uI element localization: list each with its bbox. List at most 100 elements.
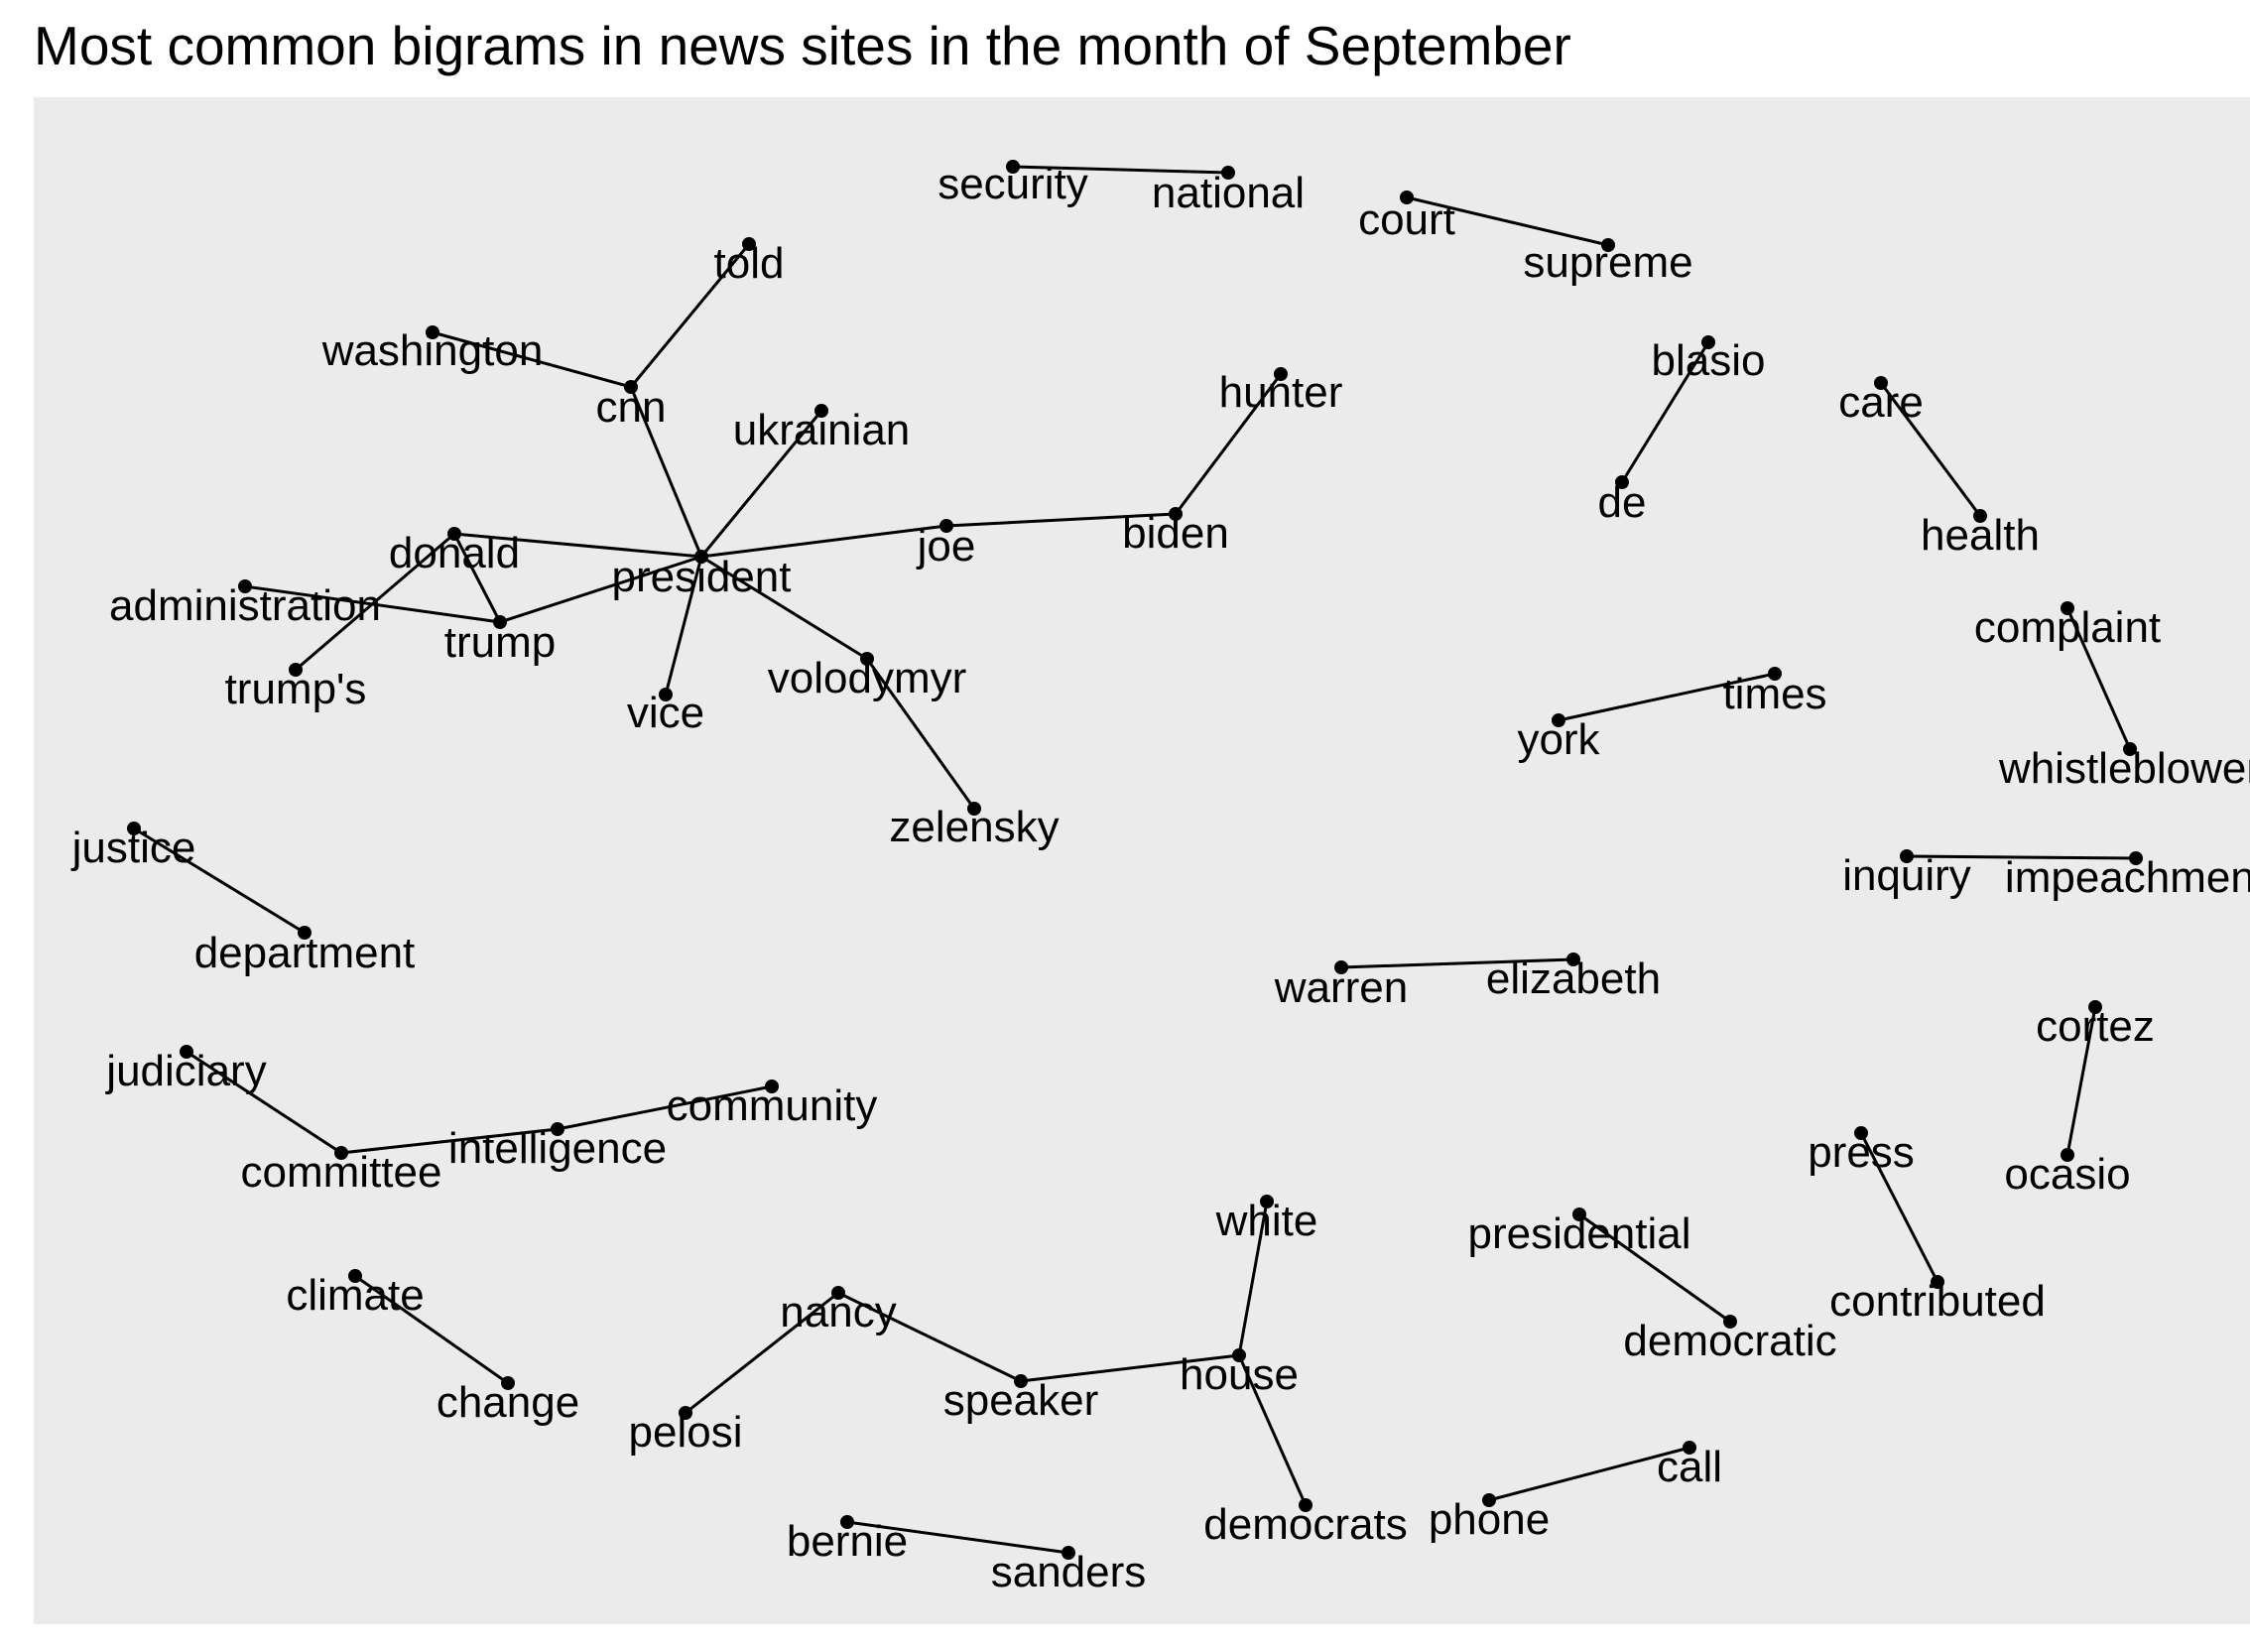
node-label-court: court [1358, 195, 1455, 244]
edge-white-house [1237, 1201, 1269, 1356]
node-label-house: house [1180, 1350, 1299, 1399]
node-label-elizabeth: elizabeth [1486, 954, 1661, 1003]
edge-donald-president [453, 532, 702, 559]
edge-nancy-pelosi [685, 1291, 839, 1415]
node-trumps [289, 663, 303, 677]
node-volodymyr [860, 652, 874, 666]
node-supreme [1601, 238, 1615, 252]
node-contributed [1931, 1275, 1944, 1289]
node-label-de: de [1598, 478, 1647, 527]
node-impeachment [2129, 851, 2143, 865]
node-label-administration: administration [109, 581, 381, 630]
node-label-phone: phone [1429, 1495, 1550, 1544]
edge-blasio-de [1620, 341, 1710, 483]
node-label-presidential: presidential [1467, 1209, 1690, 1258]
node-label-department: department [194, 929, 416, 977]
edge-president-trump [499, 555, 702, 624]
node-judiciary [180, 1045, 193, 1059]
node-joe [939, 519, 953, 533]
node-label-biden: biden [1122, 509, 1229, 558]
node-label-security: security [938, 160, 1088, 208]
node-label-vice: vice [627, 689, 704, 737]
node-washington [426, 325, 439, 339]
node-health [1973, 509, 1987, 523]
bigram-network: security national court supreme told washingt… [34, 97, 2250, 1624]
node-label-cnn: cnn [596, 383, 667, 432]
node-label-press: press [1808, 1128, 1915, 1177]
node-ukrainian [814, 404, 828, 418]
chart-title: Most common bigrams in news sites in the… [34, 15, 1571, 76]
edge-security-national [1012, 165, 1229, 175]
node-label-sanders: sanders [991, 1548, 1147, 1596]
node-democrats [1299, 1498, 1312, 1512]
node-speaker [1014, 1374, 1028, 1388]
node-label-impeachment: impeachment [2005, 853, 2250, 902]
node-label-ukrainian: ukrainian [733, 406, 911, 454]
node-label-trumps: trump's [225, 665, 367, 713]
node-label-white: white [1215, 1197, 1318, 1245]
node-sanders [1062, 1546, 1075, 1560]
node-zelensky [967, 802, 981, 816]
node-national [1221, 166, 1235, 180]
node-nancy [831, 1286, 845, 1300]
node-label-intelligence: intelligence [448, 1124, 667, 1173]
node-york [1552, 713, 1565, 727]
node-label-call: call [1657, 1443, 1722, 1491]
node-label-hunter: hunter [1219, 368, 1343, 417]
edge-president-volodymyr [700, 555, 868, 661]
node-label-told: told [714, 239, 785, 288]
edge-warren-elizabeth [1340, 957, 1574, 969]
node-label-complaint: complaint [1974, 603, 2161, 652]
node-court [1400, 191, 1414, 204]
node-bernie [840, 1515, 854, 1529]
node-intelligence [551, 1122, 564, 1136]
edge-ukrainian-president [699, 410, 823, 558]
node-label-care: care [1838, 378, 1924, 427]
nodes [127, 160, 2143, 1560]
node-label-bernie: bernie [787, 1517, 908, 1566]
panel-background [34, 97, 2250, 1624]
node-label-trump: trump [444, 618, 556, 667]
node-presidential [1572, 1207, 1586, 1221]
node-change [501, 1376, 515, 1390]
node-label-times: times [1722, 670, 1826, 718]
node-community [765, 1080, 779, 1093]
node-de [1615, 475, 1629, 489]
edge-speaker-house [1020, 1353, 1240, 1383]
node-biden [1169, 507, 1183, 521]
edge-committee-intelligence [340, 1127, 559, 1155]
node-phone [1482, 1493, 1496, 1507]
edges [133, 165, 2137, 1555]
edge-inquiry-impeachment [1906, 854, 2137, 860]
edge-intelligence-community [557, 1084, 773, 1131]
node-label-contributed: contributed [1829, 1277, 2046, 1326]
edge-presidential-democratic [1578, 1212, 1731, 1324]
node-label-inquiry: inquiry [1842, 851, 1971, 900]
node-elizabeth [1566, 953, 1580, 966]
node-ocasio [2061, 1148, 2074, 1162]
edge-administration-trump [244, 584, 501, 624]
graph-panel: security national court supreme told washingt… [34, 97, 2250, 1624]
node-label-president: president [611, 553, 791, 601]
node-label-democrats: democrats [1203, 1500, 1407, 1549]
edge-trumps-donald [295, 532, 455, 672]
node-press [1854, 1126, 1868, 1140]
edge-court-supreme [1406, 195, 1609, 247]
edge-judiciary-committee [186, 1050, 342, 1155]
edge-donald-trump [452, 533, 502, 623]
node-label-ocasio: ocasio [2004, 1150, 2130, 1199]
edge-cortez-ocasio [2065, 1006, 2097, 1156]
node-label-democratic: democratic [1623, 1317, 1836, 1365]
node-department [298, 926, 312, 940]
edge-press-contributed [1859, 1132, 1939, 1283]
node-call [1683, 1441, 1696, 1455]
edge-joe-biden [945, 512, 1177, 528]
node-climate [348, 1269, 362, 1283]
edge-volodymyr-zelensky [865, 658, 976, 810]
node-label-donald: donald [389, 529, 520, 577]
node-label-pelosi: pelosi [629, 1408, 743, 1457]
edge-president-joe [700, 524, 947, 559]
node-label-nancy: nancy [780, 1288, 896, 1336]
edge-nancy-speaker [837, 1291, 1022, 1383]
edge-care-health [1879, 382, 1982, 517]
